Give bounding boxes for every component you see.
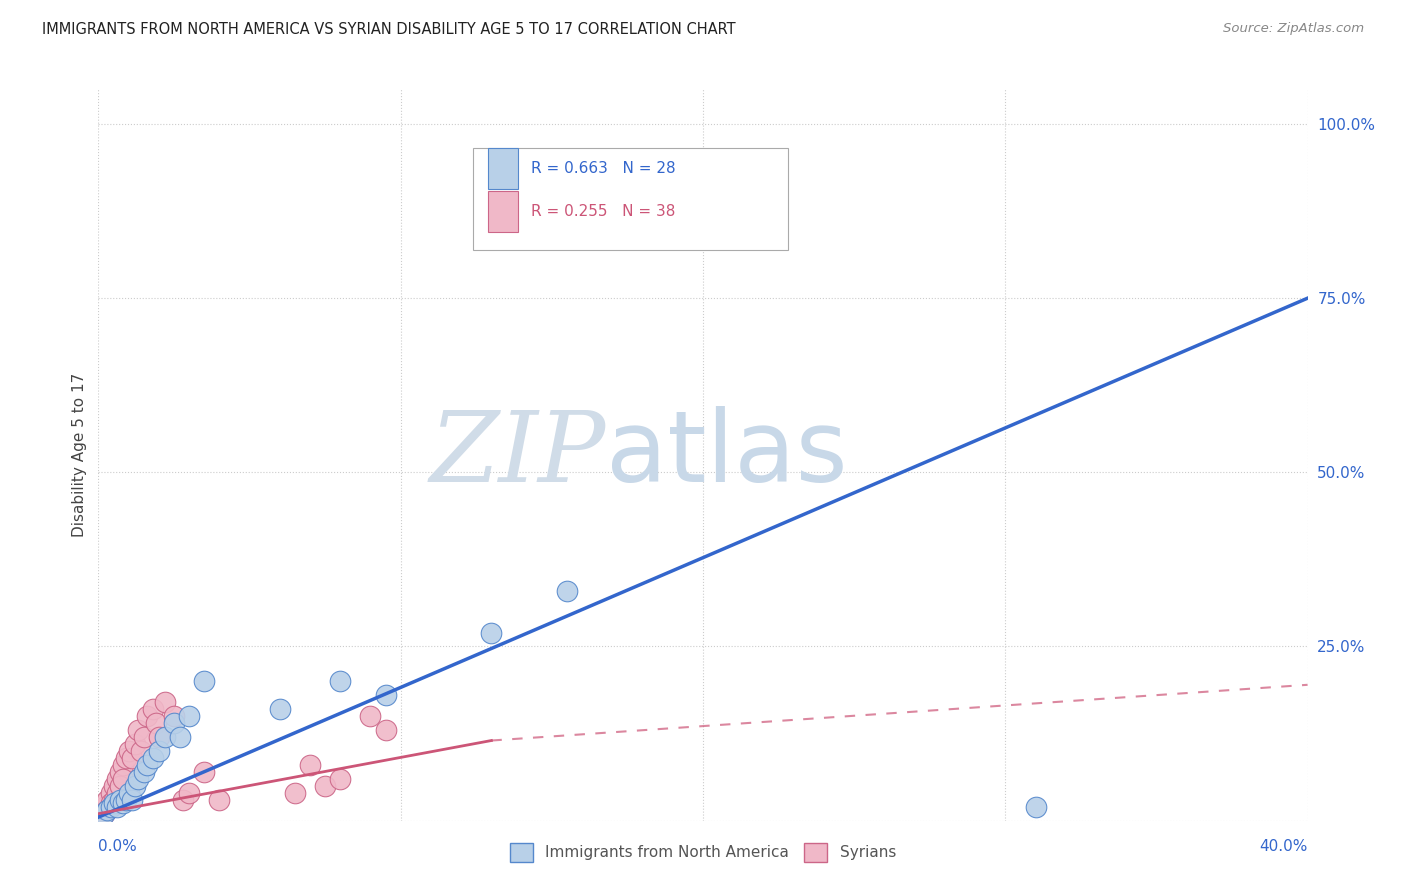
Point	[284, 786, 307, 800]
Point	[374, 723, 396, 737]
Point	[172, 793, 194, 807]
Point	[121, 793, 143, 807]
Point	[103, 779, 125, 793]
Point	[193, 674, 215, 689]
Point	[135, 758, 157, 772]
Point	[135, 709, 157, 723]
Point	[93, 799, 115, 814]
Point	[179, 786, 201, 800]
Point	[100, 796, 122, 810]
Point	[114, 751, 136, 765]
Point	[329, 674, 352, 689]
Point	[142, 751, 165, 765]
Point	[269, 702, 291, 716]
Point	[153, 730, 176, 744]
Point	[105, 772, 128, 786]
Point	[329, 772, 352, 786]
Bar	[488, 192, 517, 232]
Point	[163, 709, 186, 723]
Point	[142, 702, 165, 716]
Point	[148, 744, 170, 758]
Y-axis label: Disability Age 5 to 17: Disability Age 5 to 17	[72, 373, 87, 537]
Text: atlas: atlas	[606, 407, 848, 503]
Point	[96, 803, 118, 817]
Text: ZIP: ZIP	[430, 408, 606, 502]
Point	[163, 716, 186, 731]
Point	[93, 806, 115, 821]
Point	[208, 793, 231, 807]
Point	[314, 779, 336, 793]
Legend: Immigrants from North America, Syrians: Immigrants from North America, Syrians	[503, 837, 903, 868]
Point	[193, 764, 215, 779]
Text: R = 0.663   N = 28: R = 0.663 N = 28	[531, 161, 676, 176]
Point	[374, 688, 396, 702]
Point	[93, 806, 115, 821]
Text: IMMIGRANTS FROM NORTH AMERICA VS SYRIAN DISABILITY AGE 5 TO 17 CORRELATION CHART: IMMIGRANTS FROM NORTH AMERICA VS SYRIAN …	[42, 22, 735, 37]
Point	[148, 730, 170, 744]
Text: R = 0.255   N = 38: R = 0.255 N = 38	[531, 204, 676, 219]
Text: 40.0%: 40.0%	[1260, 838, 1308, 854]
Point	[153, 695, 176, 709]
Point	[169, 730, 191, 744]
Point	[118, 786, 141, 800]
Point	[96, 793, 118, 807]
Point	[132, 730, 155, 744]
Point	[103, 793, 125, 807]
Point	[124, 779, 146, 793]
Point	[111, 796, 134, 810]
Point	[118, 744, 141, 758]
Point	[96, 803, 118, 817]
Point	[555, 583, 578, 598]
Text: 0.0%: 0.0%	[98, 838, 138, 854]
Point	[127, 723, 149, 737]
FancyBboxPatch shape	[474, 148, 787, 250]
Point	[90, 806, 112, 821]
Point	[124, 737, 146, 751]
Point	[111, 772, 134, 786]
Point	[481, 625, 503, 640]
Point	[100, 786, 122, 800]
Point	[129, 744, 152, 758]
Point	[299, 758, 322, 772]
Point	[100, 799, 122, 814]
Point	[114, 793, 136, 807]
Point	[105, 799, 128, 814]
Point	[127, 772, 149, 786]
Point	[121, 751, 143, 765]
Point	[103, 796, 125, 810]
Point	[145, 716, 167, 731]
Point	[1024, 799, 1046, 814]
Point	[132, 764, 155, 779]
Point	[105, 786, 128, 800]
Point	[108, 764, 131, 779]
Bar	[488, 148, 517, 189]
Text: Source: ZipAtlas.com: Source: ZipAtlas.com	[1223, 22, 1364, 36]
Point	[108, 779, 131, 793]
Point	[108, 793, 131, 807]
Point	[179, 709, 201, 723]
Point	[360, 709, 382, 723]
Point	[111, 758, 134, 772]
